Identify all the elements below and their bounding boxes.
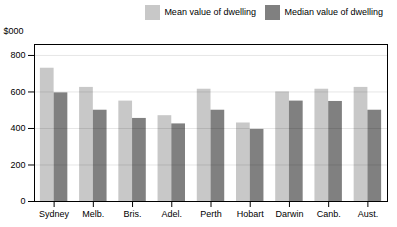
svg-text:$000: $000 [4, 26, 24, 36]
svg-text:Bris.: Bris. [124, 209, 142, 219]
html-text:Median value of dwelling: Median value of dwelling [284, 7, 383, 17]
svg-text:Canb.: Canb. [317, 209, 341, 219]
svg-text:Hobart: Hobart [237, 209, 265, 219]
svg-text:Melb.: Melb. [82, 209, 104, 219]
svg-text:0: 0 [20, 196, 25, 206]
svg-text:600: 600 [10, 87, 25, 97]
svg-text:Darwin: Darwin [275, 209, 303, 219]
svg-text:Perth: Perth [200, 209, 222, 219]
svg-text:Adel.: Adel. [162, 209, 183, 219]
svg-text:Aust.: Aust. [358, 209, 379, 219]
svg-text:800: 800 [10, 50, 25, 60]
svg-text:200: 200 [10, 160, 25, 170]
svg-text:Sydney: Sydney [39, 209, 70, 219]
html-text:Mean value of dwelling: Mean value of dwelling [164, 7, 256, 17]
svg-text:400: 400 [10, 123, 25, 133]
